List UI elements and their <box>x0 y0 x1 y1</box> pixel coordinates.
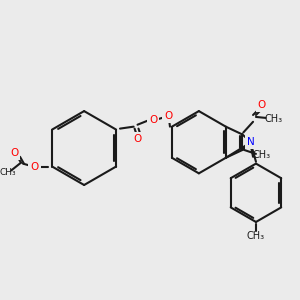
Text: O: O <box>149 115 157 125</box>
Text: O: O <box>134 134 142 144</box>
Text: O: O <box>258 100 266 110</box>
Text: O: O <box>164 111 173 121</box>
Text: CH₃: CH₃ <box>264 114 283 124</box>
Text: CH₃: CH₃ <box>253 150 271 160</box>
Text: O: O <box>164 111 173 121</box>
Text: CH₃: CH₃ <box>247 231 265 241</box>
Text: N: N <box>247 137 255 147</box>
Text: O: O <box>258 100 266 110</box>
Text: O: O <box>31 161 39 172</box>
Text: N: N <box>247 137 255 147</box>
Text: O: O <box>134 134 142 144</box>
Text: O: O <box>149 115 157 125</box>
Text: O: O <box>10 148 18 158</box>
Text: O: O <box>10 148 18 158</box>
Text: CH₃: CH₃ <box>0 168 16 177</box>
Text: O: O <box>31 161 39 172</box>
